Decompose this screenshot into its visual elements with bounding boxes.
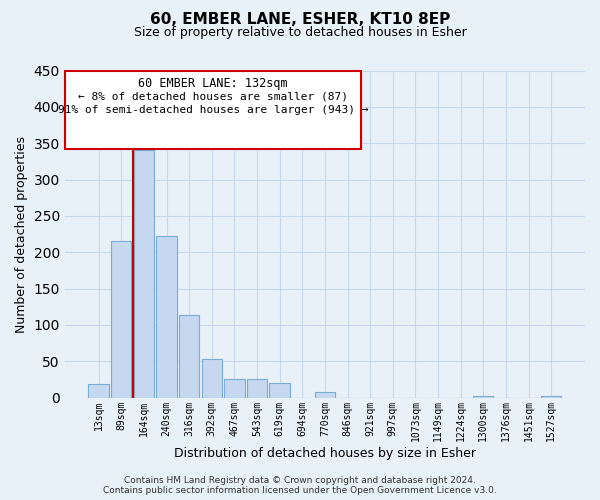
Bar (202, 359, 222, 398)
Bar (224, 378, 245, 398)
Text: Contains HM Land Registry data © Crown copyright and database right 2024.: Contains HM Land Registry data © Crown c… (124, 476, 476, 485)
X-axis label: Distribution of detached houses by size in Esher: Distribution of detached houses by size … (174, 447, 476, 460)
Bar (247, 380, 267, 398)
Bar (315, 392, 335, 398)
Text: 60, EMBER LANE, ESHER, KT10 8EP: 60, EMBER LANE, ESHER, KT10 8EP (150, 12, 450, 28)
Text: 60 EMBER LANE: 132sqm: 60 EMBER LANE: 132sqm (138, 76, 288, 90)
Text: Contains public sector information licensed under the Open Government Licence v3: Contains public sector information licen… (103, 486, 497, 495)
Bar (269, 383, 290, 398)
Text: 91% of semi-detached houses are larger (943) →: 91% of semi-detached houses are larger (… (58, 104, 368, 115)
Bar (473, 396, 493, 398)
Y-axis label: Number of detached properties: Number of detached properties (15, 136, 28, 332)
Text: Size of property relative to detached houses in Esher: Size of property relative to detached ho… (134, 26, 466, 39)
Bar (179, 316, 199, 398)
Bar (88, 384, 109, 398)
Bar (111, 242, 131, 398)
Bar (541, 396, 562, 398)
Bar (134, 150, 154, 398)
Bar (157, 236, 176, 398)
Text: ← 8% of detached houses are smaller (87): ← 8% of detached houses are smaller (87) (78, 92, 348, 102)
